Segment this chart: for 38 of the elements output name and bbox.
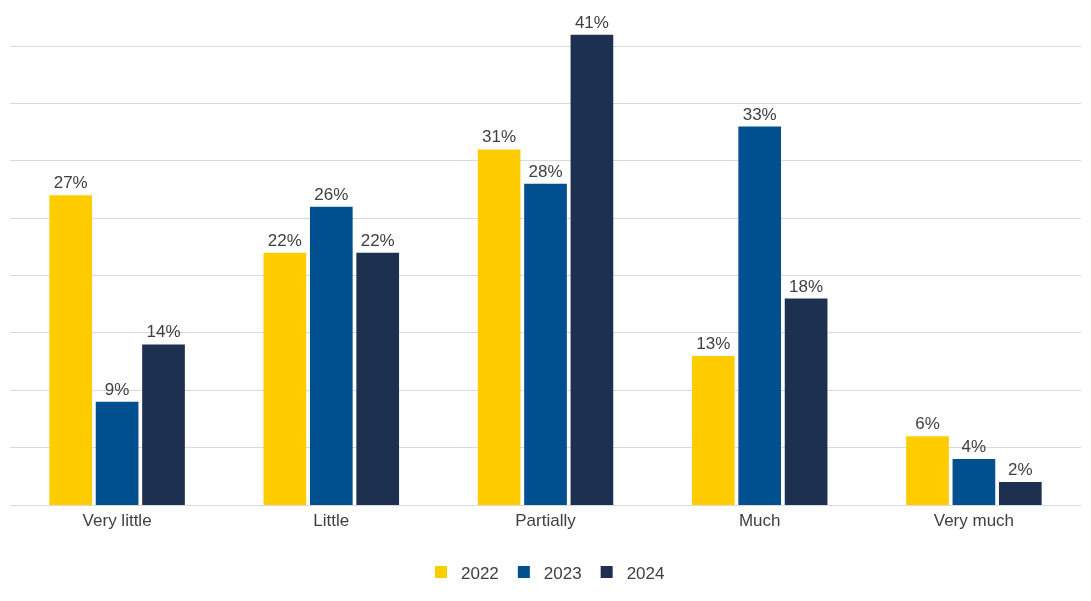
data-label: 18%: [789, 276, 824, 296]
legend-label: 2023: [543, 563, 582, 583]
x-tick-label: Very much: [933, 511, 1015, 531]
x-tick-label: Much: [738, 511, 781, 531]
bar: [998, 482, 1042, 505]
data-label: 28%: [528, 161, 563, 181]
x-tick-label: Little: [313, 511, 350, 531]
legend-label: 2024: [626, 563, 665, 583]
bar: [738, 126, 782, 505]
data-label: 27%: [53, 173, 88, 193]
data-label: 4%: [961, 437, 987, 457]
data-label: 33%: [742, 104, 777, 124]
bar: [952, 459, 996, 505]
data-label: 14%: [146, 322, 181, 342]
x-tick-label: Very little: [82, 511, 152, 531]
data-label: 6%: [915, 414, 940, 434]
data-label: 2%: [1008, 460, 1033, 480]
bar: [356, 252, 400, 505]
x-tick-label: Partially: [515, 511, 577, 531]
bar: [691, 355, 735, 505]
legend-label: 2022: [461, 563, 499, 583]
data-label: 31%: [482, 127, 517, 147]
bar: [263, 252, 307, 505]
bar: [142, 344, 185, 505]
bar: [906, 436, 949, 505]
bar: [477, 149, 521, 505]
bar: [95, 401, 139, 505]
data-label: 26%: [314, 184, 349, 204]
bar: [784, 298, 828, 505]
data-label: 41%: [574, 12, 609, 32]
data-label: 22%: [360, 230, 395, 250]
bar: [309, 206, 353, 505]
data-label: 22%: [267, 230, 302, 250]
data-label: 13%: [696, 333, 731, 353]
bar: [570, 34, 614, 505]
data-label: 9%: [104, 379, 130, 399]
bar: [49, 195, 93, 505]
bar: [524, 183, 567, 505]
